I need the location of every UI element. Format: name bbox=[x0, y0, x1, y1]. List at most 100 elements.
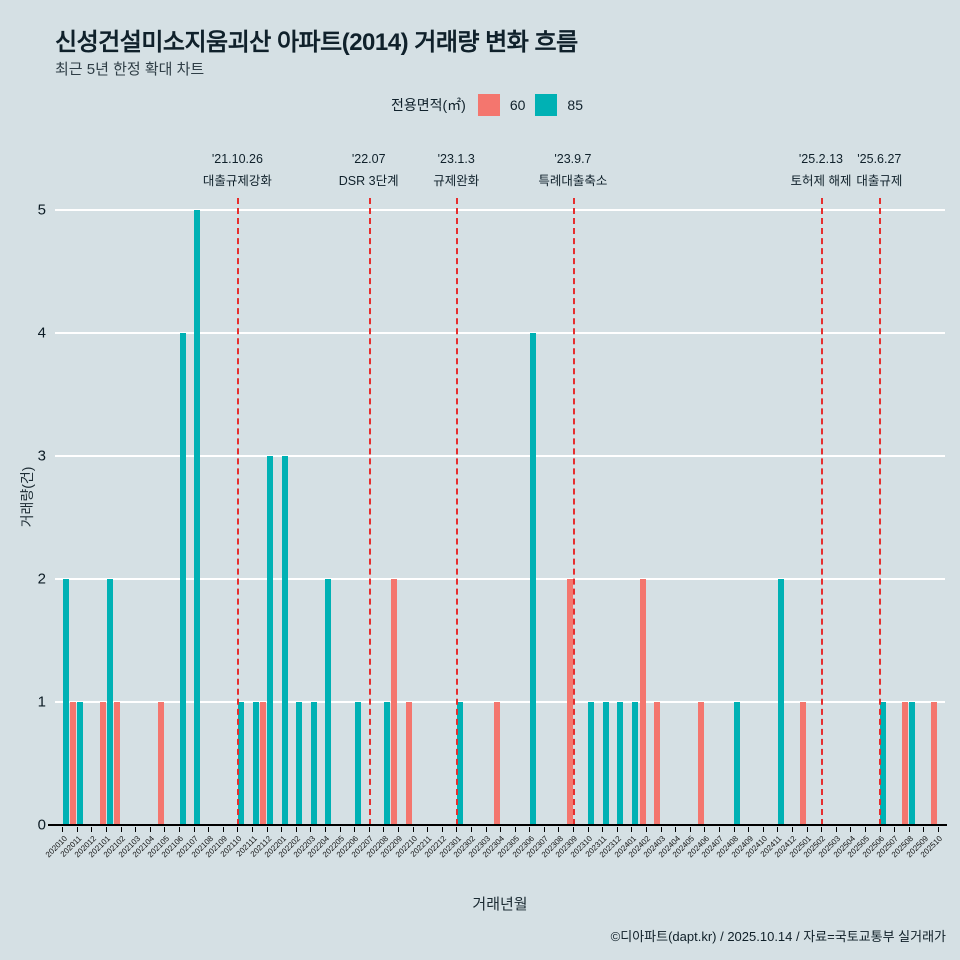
x-slot-202305: 202305 bbox=[496, 827, 522, 883]
bar-60-202112 bbox=[260, 702, 267, 825]
bar-85-202311 bbox=[602, 702, 609, 825]
bar-60-202510 bbox=[931, 702, 938, 825]
event-date: '22.07 bbox=[351, 152, 386, 166]
x-slot-202503: 202503 bbox=[817, 827, 843, 883]
gridline-4 bbox=[55, 332, 945, 334]
bar-85-202206 bbox=[354, 702, 361, 825]
bar-60-202501 bbox=[800, 702, 807, 825]
bar-60-202508 bbox=[902, 702, 909, 825]
bar-group-202206 bbox=[347, 210, 362, 825]
x-slot-202011: 202011 bbox=[58, 827, 85, 883]
footer-credit: ©디아파트(dapt.kr) / 2025.10.14 / 자료=국토교통부 실… bbox=[610, 929, 946, 944]
x-slot-202102: 202102 bbox=[102, 827, 128, 883]
x-slot-202309: 202309 bbox=[554, 827, 581, 883]
event-annotation-202506: '25.6.27 대출규제 bbox=[856, 148, 902, 192]
x-slot-202403: 202403 bbox=[642, 827, 668, 883]
y-tick-label-3: 3 bbox=[37, 447, 46, 465]
x-slot-202212: 202212 bbox=[423, 827, 449, 883]
bar-60-202011 bbox=[70, 702, 77, 825]
x-slot-202506: 202506 bbox=[861, 827, 887, 883]
bar-group-202010 bbox=[55, 210, 70, 825]
bar-85-202101 bbox=[106, 579, 113, 825]
bar-group-202102 bbox=[113, 210, 128, 825]
x-slot-202505: 202505 bbox=[846, 827, 873, 883]
x-slot-202308: 202308 bbox=[540, 827, 566, 883]
x-slot-202411: 202411 bbox=[759, 827, 785, 883]
bar-85-202306 bbox=[529, 333, 536, 825]
bar-group-202311 bbox=[595, 210, 610, 825]
event-line-202301 bbox=[456, 198, 459, 825]
bar-85-202201 bbox=[281, 456, 288, 825]
bar-group-202203 bbox=[303, 210, 318, 825]
y-axis-title: 거래량(건) bbox=[19, 466, 35, 528]
legend-swatch-60 bbox=[477, 94, 500, 116]
x-slot-202208: 202208 bbox=[364, 827, 391, 883]
event-date: '23.9.7 bbox=[554, 152, 592, 166]
bar-85-202106 bbox=[179, 333, 186, 825]
x-slot-202311: 202311 bbox=[584, 827, 610, 883]
bars-layer bbox=[55, 210, 945, 825]
event-line-202502 bbox=[820, 198, 823, 825]
x-slot-202205: 202205 bbox=[321, 827, 347, 883]
x-slot-202210: 202210 bbox=[394, 827, 420, 883]
bar-group-202202 bbox=[289, 210, 304, 825]
event-annotation-202502: '25.2.13 토허제 해제 bbox=[790, 148, 851, 192]
bar-85-202208 bbox=[383, 702, 390, 825]
y-tick-label-1: 1 bbox=[37, 693, 46, 711]
bar-85-202508 bbox=[909, 702, 916, 825]
x-slot-202408: 202408 bbox=[715, 827, 741, 883]
bar-group-202406 bbox=[697, 210, 712, 825]
x-slot-202203: 202203 bbox=[292, 827, 318, 883]
page-subtitle: 최근 5년 한정 확대 차트 bbox=[55, 61, 205, 78]
bar-60-202101 bbox=[99, 702, 106, 825]
event-date: '25.6.27 bbox=[857, 152, 902, 166]
x-slot-202502: 202502 bbox=[802, 827, 829, 883]
bar-85-202107 bbox=[194, 210, 201, 825]
bar-group-202210 bbox=[405, 210, 420, 825]
bar-group-202105 bbox=[157, 210, 172, 825]
bar-85-202203 bbox=[310, 702, 317, 825]
x-slot-202106: 202106 bbox=[160, 827, 187, 883]
bar-85-202401 bbox=[631, 702, 638, 825]
bar-60-202402 bbox=[639, 579, 646, 825]
event-date: '23.1.3 bbox=[437, 152, 475, 166]
bar-group-202510 bbox=[931, 210, 946, 825]
x-slot-202111: 202111 bbox=[234, 827, 260, 883]
bar-group-202312 bbox=[610, 210, 625, 825]
bar-60-202403 bbox=[654, 702, 661, 825]
event-label: 특례대출축소 bbox=[538, 174, 608, 188]
bar-group-202106 bbox=[172, 210, 187, 825]
bar-group-202403 bbox=[653, 210, 668, 825]
x-slot-202207: 202207 bbox=[350, 827, 376, 883]
x-slot-202304: 202304 bbox=[481, 827, 508, 883]
bar-85-202011 bbox=[77, 702, 84, 825]
x-slot-202112: 202112 bbox=[248, 827, 274, 883]
x-slot-202209: 202209 bbox=[379, 827, 406, 883]
bar-group-202501 bbox=[799, 210, 814, 825]
bar-60-202309 bbox=[566, 579, 573, 825]
bar-85-202010 bbox=[62, 579, 69, 825]
legend-label-85: 85 bbox=[567, 97, 584, 113]
bar-group-202107 bbox=[186, 210, 201, 825]
bar-group-202112 bbox=[259, 210, 274, 825]
bar-group-202401 bbox=[624, 210, 639, 825]
event-date: '25.2.13 bbox=[798, 152, 844, 166]
x-slot-202303: 202303 bbox=[467, 827, 493, 883]
gridline-1 bbox=[55, 701, 945, 703]
x-slot-202501: 202501 bbox=[788, 827, 814, 883]
gridline-5 bbox=[55, 209, 945, 211]
event-label: 대출규제강화 bbox=[202, 174, 272, 188]
bar-group-202309 bbox=[566, 210, 581, 825]
event-annotation-202301: '23.1.3 규제완화 bbox=[433, 148, 479, 192]
legend-title: 전용면적(㎡) bbox=[390, 97, 466, 113]
x-slot-202404: 202404 bbox=[656, 827, 683, 883]
bar-group-202204 bbox=[318, 210, 333, 825]
y-tick-label-2: 2 bbox=[37, 570, 46, 588]
x-slot-202412: 202412 bbox=[773, 827, 800, 883]
x-slot-202211: 202211 bbox=[409, 827, 435, 883]
bar-85-202506 bbox=[880, 702, 887, 825]
event-line-202506 bbox=[879, 198, 882, 825]
bar-group-202310 bbox=[580, 210, 595, 825]
bar-group-202101 bbox=[99, 210, 114, 825]
